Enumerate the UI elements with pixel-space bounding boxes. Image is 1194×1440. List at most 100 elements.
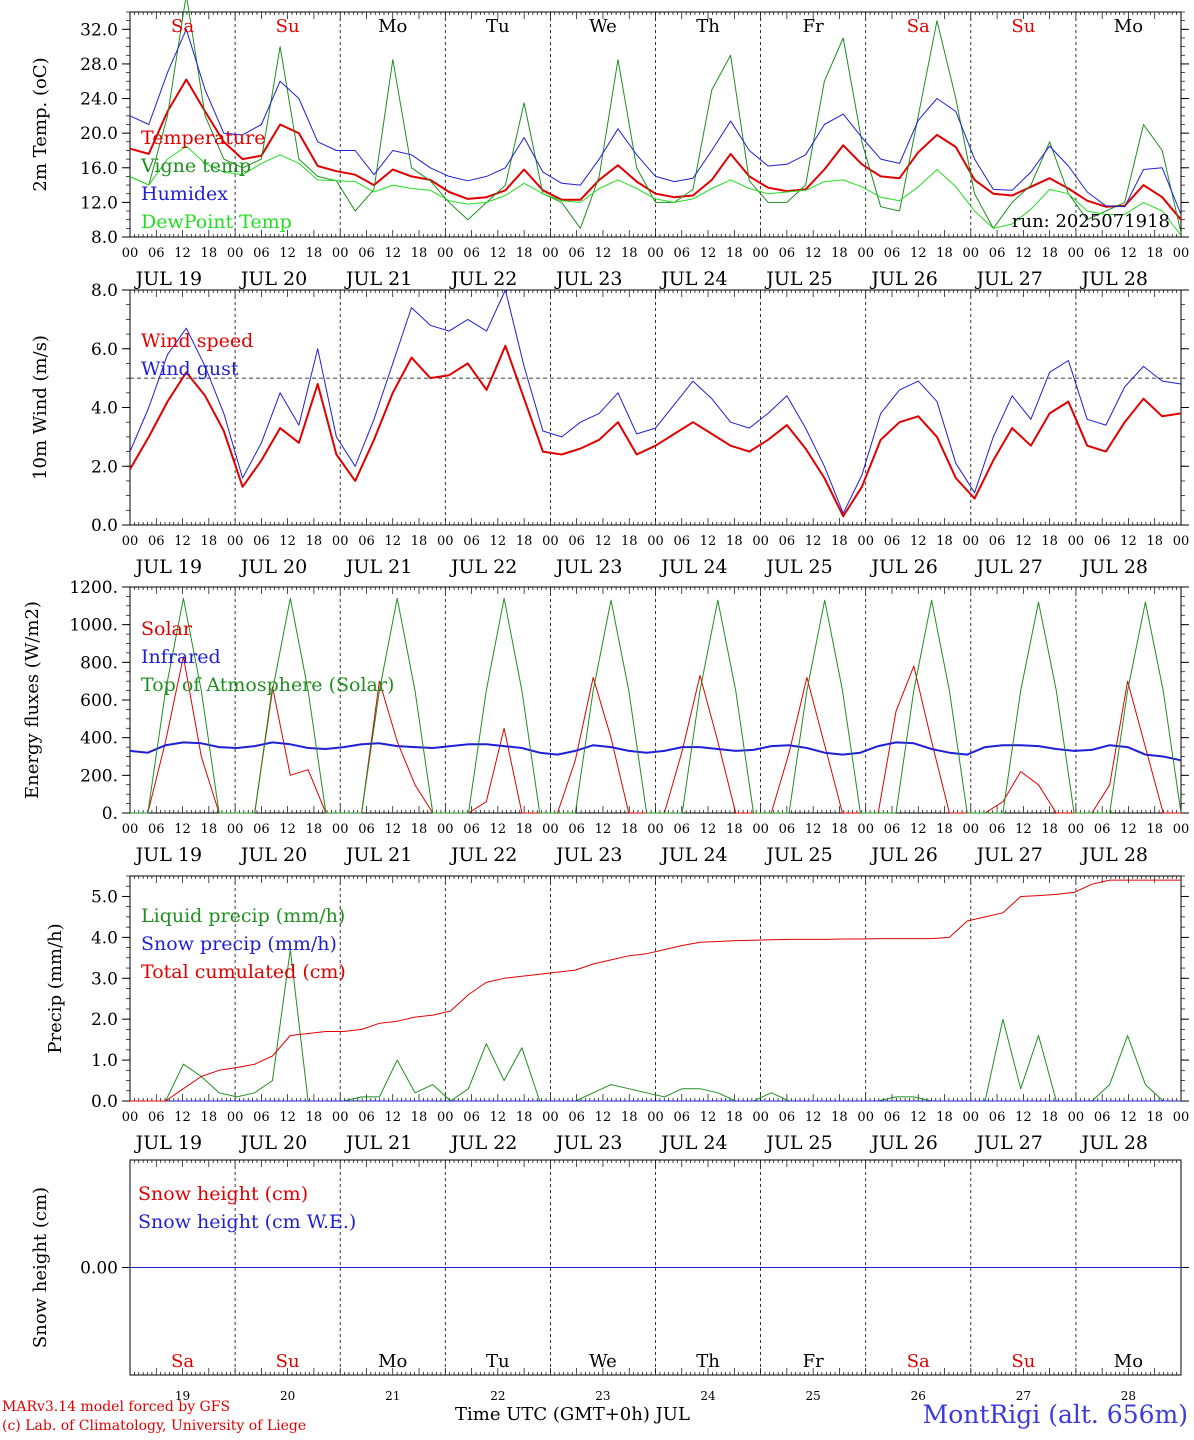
legend-entry: Total cumulated (cm) bbox=[141, 961, 346, 983]
series-line-infrared bbox=[129, 741, 1182, 762]
y-tick-label: 8.0 bbox=[91, 228, 118, 248]
hour-label: 00 bbox=[332, 1110, 349, 1125]
hour-label: 06 bbox=[463, 534, 480, 549]
series-line-temperature bbox=[129, 78, 1182, 221]
hour-label: 12 bbox=[1015, 1110, 1032, 1125]
hour-label: 00 bbox=[647, 246, 664, 261]
hour-label: 12 bbox=[1015, 246, 1032, 261]
hour-label: 06 bbox=[674, 246, 691, 261]
copyright-credit: (c) Lab. of Climatology, University of L… bbox=[2, 1418, 307, 1434]
hour-label: 12 bbox=[805, 1110, 822, 1125]
hour-label: 12 bbox=[700, 822, 717, 837]
weekday-label: Sa bbox=[171, 1351, 194, 1372]
y-tick-label: 12.0 bbox=[80, 193, 118, 213]
day-number-label: 25 bbox=[806, 1389, 821, 1403]
date-label: JUL 21 bbox=[344, 1132, 412, 1154]
y-axis-label: Precip (mm/h) bbox=[45, 923, 66, 1053]
hour-label: 00 bbox=[857, 1110, 874, 1125]
date-label: JUL 19 bbox=[134, 844, 202, 866]
hour-label: 18 bbox=[411, 822, 428, 837]
hour-label: 12 bbox=[805, 822, 822, 837]
hour-label: 00 bbox=[437, 246, 454, 261]
series-line-wind-gust bbox=[129, 289, 1182, 514]
hour-label: 18 bbox=[936, 1110, 953, 1125]
hour-label: 12 bbox=[174, 246, 191, 261]
hour-label: 00 bbox=[1173, 822, 1190, 837]
hour-label: 12 bbox=[384, 246, 401, 261]
series-line-humidex bbox=[129, 28, 1182, 215]
date-label: JUL 19 bbox=[134, 268, 202, 290]
hour-label: 00 bbox=[857, 246, 874, 261]
hour-label: 18 bbox=[1041, 534, 1058, 549]
date-label: JUL 19 bbox=[134, 556, 202, 578]
y-axis-label: 10m Wind (m/s) bbox=[30, 335, 51, 480]
legend-entry: Snow height (cm W.E.) bbox=[138, 1211, 356, 1233]
date-label: JUL 21 bbox=[344, 268, 412, 290]
hour-label: 06 bbox=[253, 1110, 270, 1125]
hour-label: 06 bbox=[1094, 1110, 1111, 1125]
y-tick-label: 0.0 bbox=[91, 1092, 118, 1112]
run-annotation: run: 2025071918 bbox=[1012, 211, 1170, 232]
hour-label: 06 bbox=[779, 534, 796, 549]
hour-label: 00 bbox=[857, 534, 874, 549]
hour-label: 06 bbox=[358, 534, 375, 549]
weekday-label: Sa bbox=[907, 16, 930, 37]
date-label: JUL 27 bbox=[974, 1132, 1042, 1154]
weekday-label: Th bbox=[696, 1351, 720, 1372]
date-label: JUL 26 bbox=[869, 844, 937, 866]
legend-entry: DewPoint Temp bbox=[141, 211, 292, 233]
date-label: JUL 24 bbox=[659, 1132, 727, 1154]
hour-label: 00 bbox=[752, 246, 769, 261]
hour-label: 06 bbox=[568, 822, 585, 837]
hour-label: 18 bbox=[201, 534, 218, 549]
day-number-label: 22 bbox=[490, 1389, 505, 1403]
date-label: JUL 28 bbox=[1080, 556, 1148, 578]
y-tick-label: 200. bbox=[80, 766, 118, 786]
date-label: JUL 27 bbox=[974, 556, 1042, 578]
hour-label: 12 bbox=[595, 1110, 612, 1125]
hour-label: 12 bbox=[384, 1110, 401, 1125]
hour-label: 18 bbox=[726, 534, 743, 549]
date-label: JUL 22 bbox=[449, 844, 517, 866]
day-number-label: 28 bbox=[1121, 1389, 1136, 1403]
hour-label: 06 bbox=[1094, 246, 1111, 261]
hour-label: 06 bbox=[779, 1110, 796, 1125]
date-label: JUL 25 bbox=[764, 844, 832, 866]
date-label: JUL 20 bbox=[239, 1132, 307, 1154]
hour-label: 12 bbox=[1015, 534, 1032, 549]
hour-label: 06 bbox=[568, 534, 585, 549]
hour-label: 06 bbox=[253, 246, 270, 261]
hour-label: 00 bbox=[437, 1110, 454, 1125]
y-tick-label: 0.0 bbox=[91, 516, 118, 536]
date-label: JUL 28 bbox=[1080, 1132, 1148, 1154]
hour-label: 18 bbox=[516, 1110, 533, 1125]
hour-label: 00 bbox=[857, 822, 874, 837]
hour-label: 12 bbox=[595, 534, 612, 549]
y-tick-label: 600. bbox=[80, 691, 118, 711]
hour-label: 00 bbox=[332, 246, 349, 261]
hour-label: 06 bbox=[884, 534, 901, 549]
hour-label: 06 bbox=[253, 534, 270, 549]
series-line-liquid-precip-mm-h- bbox=[130, 949, 1181, 1102]
hour-label: 00 bbox=[332, 822, 349, 837]
hour-label: 06 bbox=[989, 246, 1006, 261]
hour-label: 06 bbox=[674, 822, 691, 837]
hour-label: 18 bbox=[201, 1110, 218, 1125]
hour-label: 00 bbox=[227, 246, 244, 261]
hour-label: 18 bbox=[516, 534, 533, 549]
date-label: JUL 22 bbox=[449, 1132, 517, 1154]
weekday-label: Fr bbox=[803, 1351, 824, 1372]
hour-label: 12 bbox=[1120, 246, 1137, 261]
date-label: JUL 20 bbox=[239, 556, 307, 578]
y-tick-label: 0. bbox=[102, 804, 118, 824]
weekday-label: Su bbox=[276, 1351, 300, 1372]
hour-label: 12 bbox=[1015, 822, 1032, 837]
hour-label: 18 bbox=[621, 1110, 638, 1125]
hour-label: 18 bbox=[306, 822, 323, 837]
y-tick-label: 16.0 bbox=[80, 159, 118, 179]
hour-label: 18 bbox=[1146, 822, 1163, 837]
hour-label: 06 bbox=[884, 822, 901, 837]
date-label: JUL 21 bbox=[344, 556, 412, 578]
weekday-label: Th bbox=[696, 16, 720, 37]
date-label: JUL 27 bbox=[974, 268, 1042, 290]
